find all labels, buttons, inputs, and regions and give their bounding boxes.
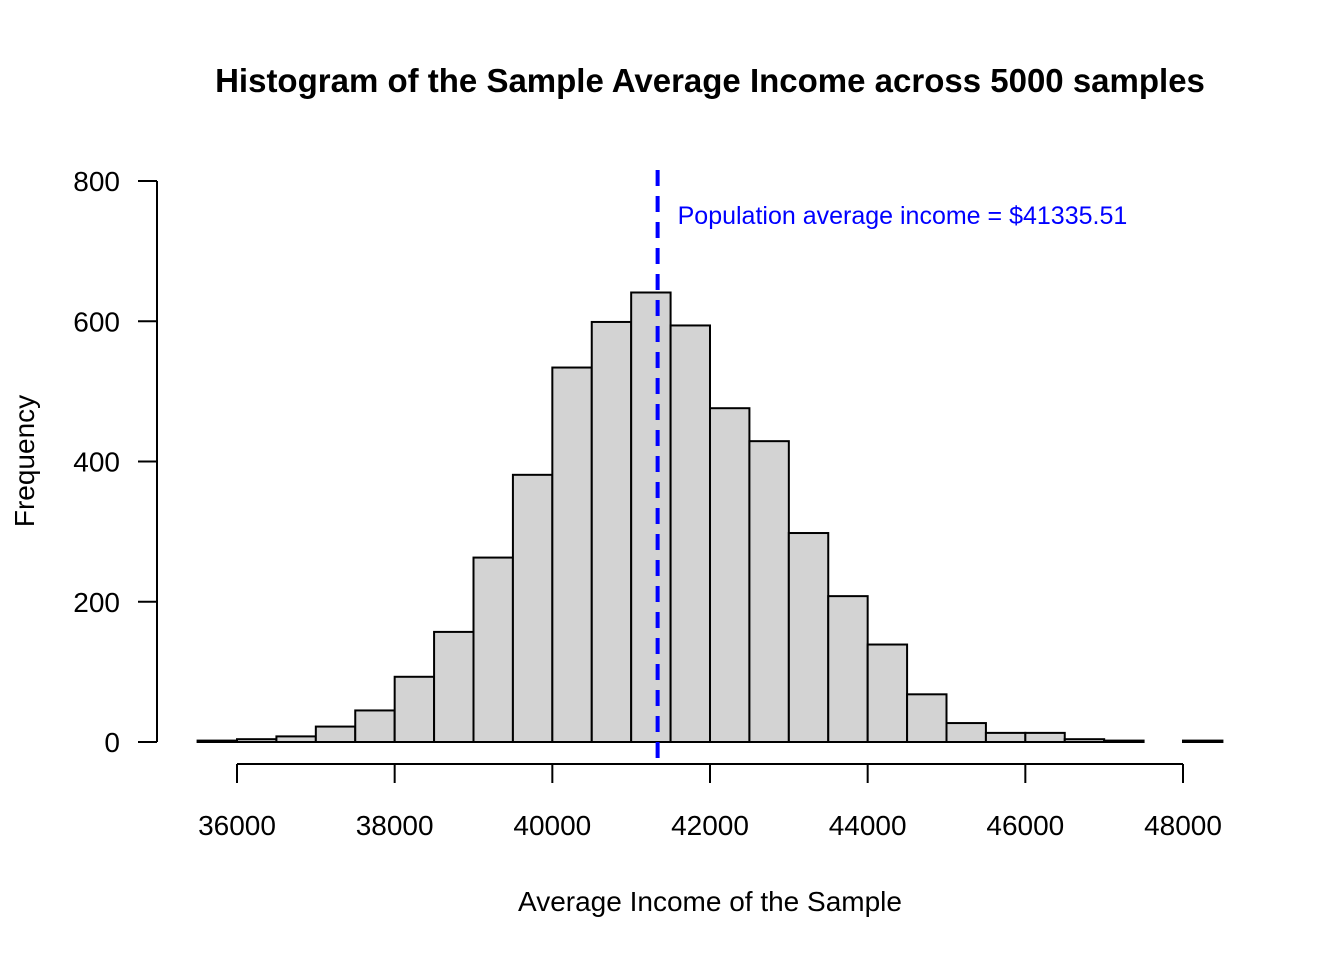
histogram-bar-8 — [511, 473, 554, 743]
x-tick-label-4: 44000 — [829, 810, 907, 841]
population-average-label: Population average income = $41335.51 — [678, 202, 1128, 230]
histogram-bar-7 — [472, 556, 514, 743]
y-tick-label-2: 400 — [73, 447, 120, 478]
histogram-bar-17 — [866, 643, 909, 743]
histogram-bar-22 — [1063, 738, 1106, 744]
histogram-bar-0 — [196, 739, 238, 743]
x-tick-label-1: 38000 — [356, 810, 434, 841]
histogram-bar-10 — [590, 320, 633, 743]
histogram-bar-15 — [787, 532, 830, 744]
histogram-bar-18 — [906, 693, 948, 744]
histogram-bar-23 — [1103, 739, 1145, 743]
y-tick-label-4: 800 — [73, 166, 120, 197]
x-axis-label: Average Income of the Sample — [518, 886, 902, 917]
x-tick-label-6: 48000 — [1144, 810, 1222, 841]
histogram-bar-16 — [827, 595, 869, 744]
x-axis: 36000 38000 40000 42000 44000 46000 48000 — [198, 763, 1222, 841]
histogram-bar-13 — [709, 407, 751, 743]
histogram-bar-19 — [945, 722, 987, 743]
histogram-bar-25 — [1182, 739, 1224, 743]
histogram-bar-3 — [314, 725, 357, 744]
histogram-bar-1 — [236, 738, 278, 744]
x-tick-label-3: 42000 — [671, 810, 749, 841]
histogram-bar-12 — [669, 324, 711, 743]
histogram-bars — [196, 291, 1224, 744]
histogram-bar-20 — [984, 731, 1027, 743]
y-tick-label-3: 600 — [73, 306, 120, 337]
histogram-bar-6 — [433, 630, 475, 743]
y-axis-label: Frequency — [9, 395, 40, 527]
histogram-bar-2 — [275, 735, 317, 744]
x-tick-label-0: 36000 — [198, 810, 276, 841]
x-tick-label-5: 46000 — [986, 810, 1064, 841]
y-tick-label-0: 0 — [104, 727, 120, 758]
histogram-bar-14 — [748, 440, 790, 743]
histogram-bar-4 — [354, 709, 396, 743]
histogram-bar-21 — [1024, 731, 1066, 743]
histogram-bar-11 — [630, 291, 672, 743]
histogram-bar-5 — [393, 675, 436, 743]
chart-title: Histogram of the Sample Average Income a… — [215, 62, 1205, 99]
y-tick-label-1: 200 — [73, 587, 120, 618]
reference-line-group: Population average income = $41335.51 — [655, 170, 1128, 762]
y-axis: 0 200 400 600 800 — [73, 166, 158, 758]
histogram-bar-9 — [551, 366, 593, 743]
x-tick-label-2: 40000 — [513, 810, 591, 841]
